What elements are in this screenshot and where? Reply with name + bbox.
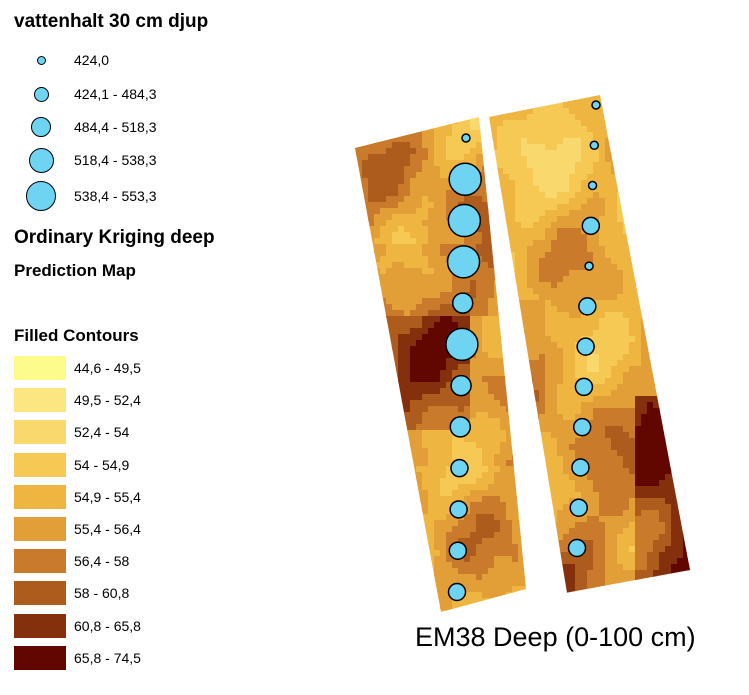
sample-point-right: [571, 458, 590, 477]
sample-point-right: [567, 538, 587, 558]
contour-legend-label: 44,6 - 49,5: [74, 360, 141, 376]
contour-swatch: [14, 388, 66, 413]
sample-point-left: [450, 458, 469, 478]
contour-legend-label: 54,9 - 55,4: [74, 488, 141, 505]
contour-swatch: [14, 420, 66, 445]
sample-point-left: [451, 292, 474, 314]
sample-point-right: [569, 498, 588, 517]
sample-point-left: [449, 500, 468, 519]
sample-point-left: [446, 245, 481, 279]
points-legend-label: 538,4 - 553,3: [74, 188, 157, 204]
sample-point-right: [581, 216, 601, 236]
contour-legend-label: 65,8 - 74,5: [74, 649, 141, 666]
contours-legend-title: Filled Contours: [14, 326, 139, 345]
points-legend-title: vattenhalt 30 cm djup: [14, 11, 209, 32]
contour-swatch: [14, 549, 66, 574]
sample-point-left: [461, 133, 471, 143]
points-legend-label: 518,4 - 538,3: [74, 152, 157, 168]
sample-point-left: [447, 203, 482, 238]
point-symbol-icon: [36, 55, 46, 65]
contour-legend-label: 58 - 60,8: [74, 585, 130, 602]
contour-swatch: [14, 645, 66, 670]
points-legend-label: 424,1 - 484,3: [74, 86, 157, 102]
contour-legend-label: 55,4 - 56,4: [74, 521, 141, 537]
sample-point-left: [445, 327, 479, 362]
point-symbol-icon: [26, 181, 56, 211]
sample-point-left: [448, 162, 482, 197]
point-symbol-icon: [33, 86, 49, 102]
contour-swatch: [14, 452, 66, 477]
contour-swatch: [14, 613, 66, 638]
kriging-legend-title: Ordinary Kriging deep: [14, 227, 215, 248]
sample-point-left: [447, 582, 467, 602]
points-legend-label: 424,0: [74, 52, 110, 68]
sample-points-left: [445, 133, 482, 602]
kriging-legend-subtitle: Prediction Map: [14, 261, 136, 280]
sample-point-left: [450, 374, 472, 397]
point-symbol-icon: [31, 117, 51, 137]
sample-point-right: [574, 377, 594, 397]
points-legend-label: 484,4 - 518,3: [74, 119, 157, 135]
contour-swatch: [14, 517, 66, 541]
sample-point-right: [591, 100, 601, 110]
contour-legend-label: 56,4 - 58: [74, 553, 130, 570]
contour-swatch: [14, 581, 66, 606]
contour-legend-label: 52,4 - 54: [74, 424, 130, 441]
contour-swatch: [14, 356, 66, 380]
contour-swatch: [14, 484, 66, 509]
sample-point-left: [449, 416, 472, 438]
contour-legend-label: 54 - 54,9: [74, 456, 130, 473]
sample-point-right: [572, 417, 592, 437]
map-caption: EM38 Deep (0-100 cm): [415, 622, 696, 652]
sample-point-left: [448, 541, 468, 560]
sample-point-right: [584, 261, 594, 271]
sample-point-right: [576, 337, 595, 356]
sample-points-right: [567, 100, 601, 558]
contour-legend-label: 60,8 - 65,8: [74, 617, 141, 634]
sample-point-right: [578, 297, 597, 316]
sample-point-right: [589, 140, 600, 151]
point-symbol-icon: [28, 147, 54, 173]
sample-point-right: [587, 180, 598, 191]
contour-legend-label: 49,5 - 52,4: [74, 392, 141, 409]
